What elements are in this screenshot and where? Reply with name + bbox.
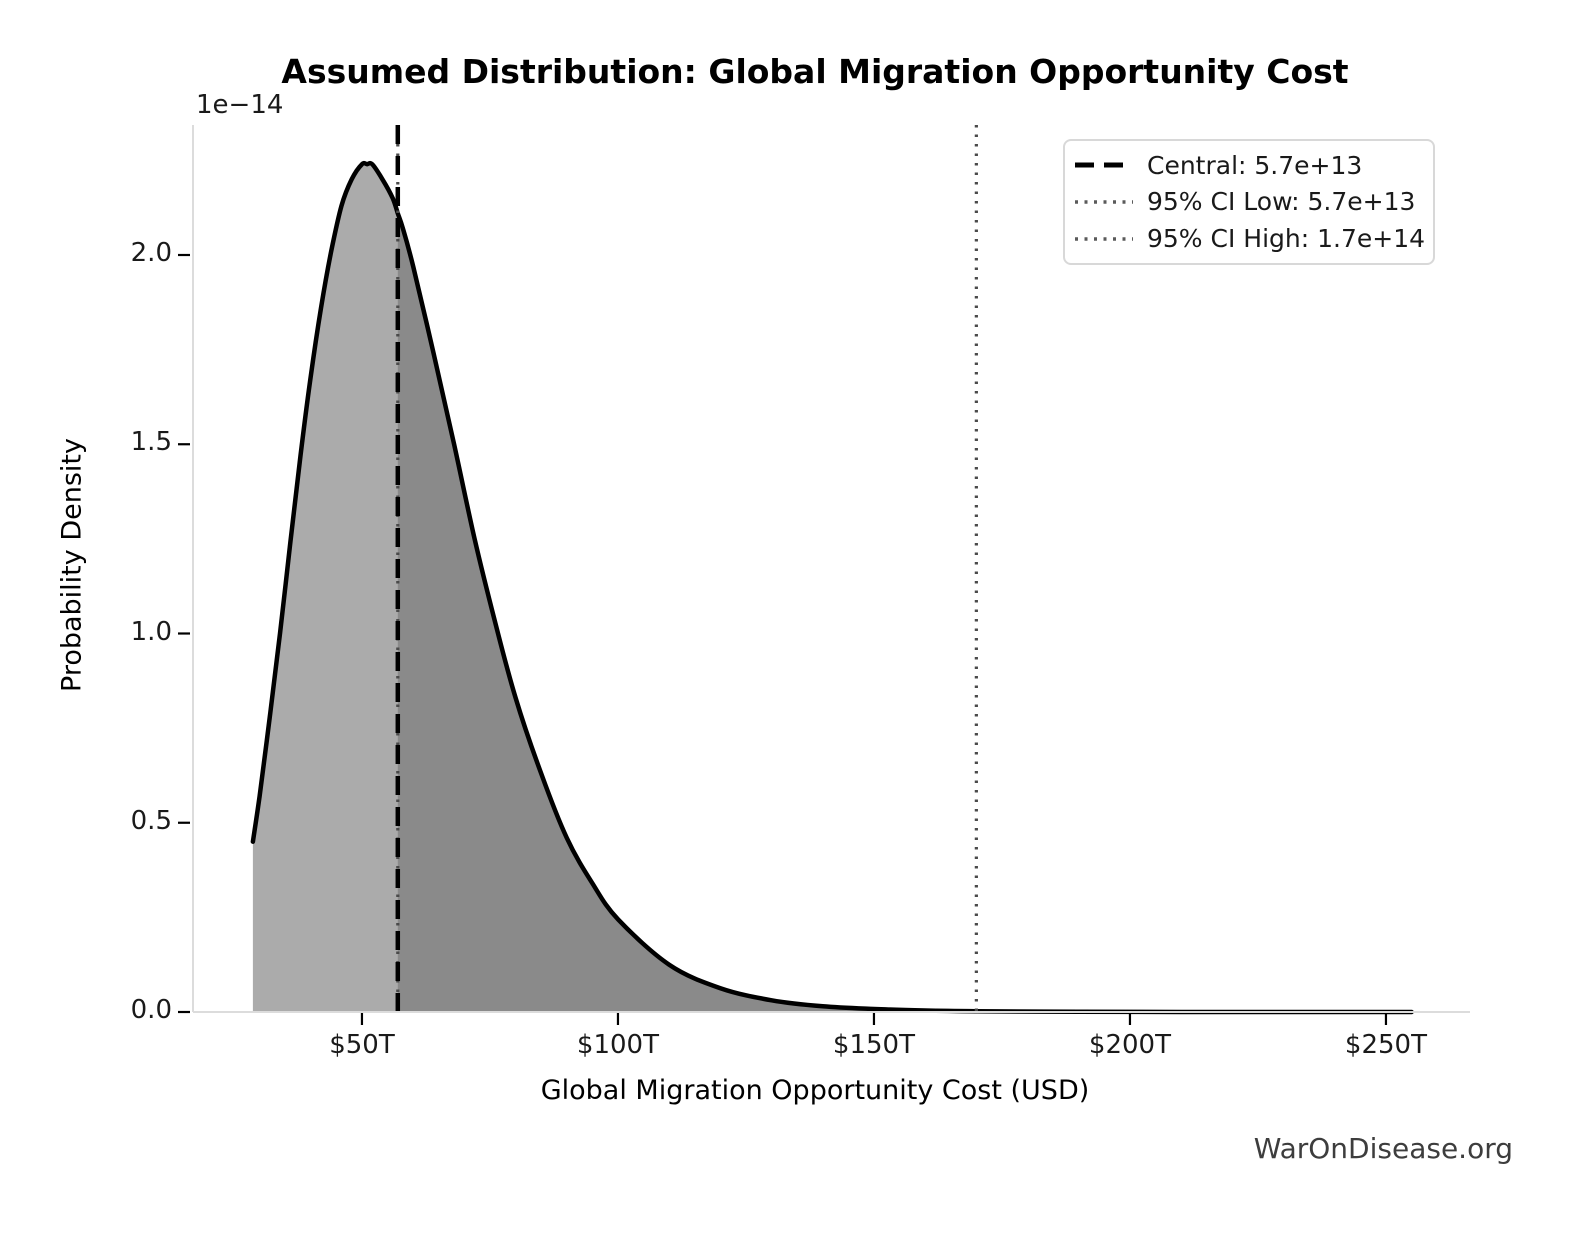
tick-label-x: $100T [576, 1030, 659, 1060]
distribution-plot [178, 125, 1470, 1025]
x-axis-label: Global Migration Opportunity Cost (USD) [540, 1075, 1090, 1106]
tick-label-y: 0.5 [130, 805, 172, 836]
tick-label-y: 2.0 [130, 238, 172, 268]
chart-title: Assumed Distribution: Global Migration O… [281, 52, 1349, 91]
legend-label: Central: 5.7e+13 [1147, 150, 1363, 180]
tick-label-x: $50T [329, 1030, 395, 1060]
y-axis-offset-label: 1e−14 [196, 90, 284, 120]
tick-label-x: $250T [1344, 1030, 1427, 1060]
dotted-line-icon [1075, 236, 1133, 241]
legend-item-ci-low: 95% CI Low: 5.7e+13 [1075, 185, 1421, 219]
legend-item-ci-high: 95% CI High: 1.7e+14 [1075, 222, 1425, 256]
tick-label-y: 1.0 [130, 616, 172, 647]
tick-label-x: $150T [832, 1030, 915, 1060]
legend-label: 95% CI High: 1.7e+14 [1147, 224, 1426, 254]
y-axis-label: Probability Density [56, 438, 88, 692]
tick-label-x: $200T [1088, 1030, 1171, 1060]
tick-label-y: 1.5 [130, 427, 172, 458]
dashed-line-icon [1075, 162, 1133, 168]
dotted-line-icon [1075, 200, 1133, 204]
legend: Central: 5.7e+13 95% CI Low: 5.7e+13 95%… [1063, 139, 1435, 265]
ci-region-fill [397, 213, 977, 1012]
tick-label-y: 0.0 [130, 995, 172, 1025]
density-curve [250, 160, 1414, 1015]
legend-label: 95% CI Low: 5.7e+13 [1147, 187, 1416, 217]
watermark: WarOnDisease.org [1253, 1132, 1513, 1165]
legend-item-central: Central: 5.7e+13 [1075, 148, 1421, 182]
